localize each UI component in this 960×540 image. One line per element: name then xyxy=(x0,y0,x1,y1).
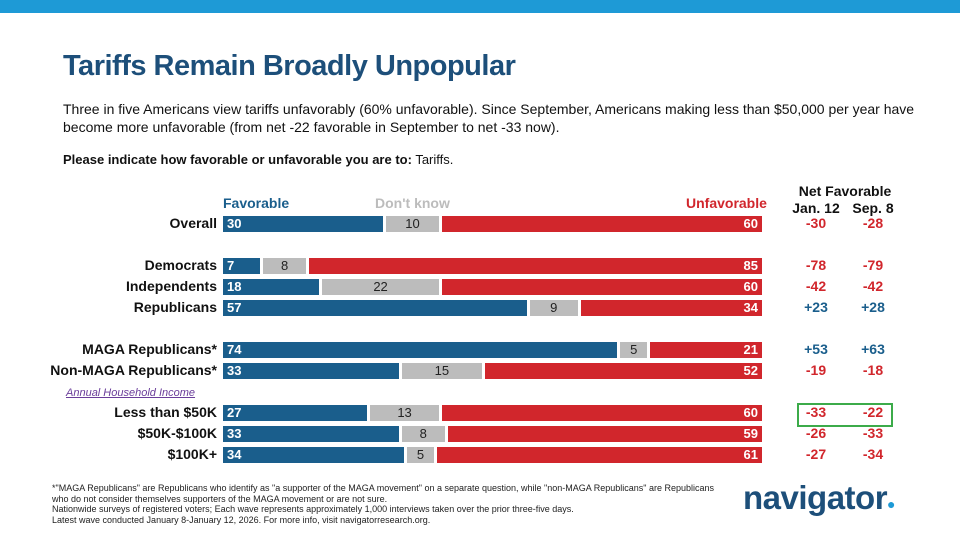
bar-favorable: 27 xyxy=(223,405,367,421)
net-sep: +28 xyxy=(861,299,885,315)
net-favorable-header: Net Favorable xyxy=(798,183,892,199)
stacked-bar: 33 8 59 xyxy=(223,426,762,442)
bar-favorable: 33 xyxy=(223,426,399,442)
net-sep: -34 xyxy=(862,446,884,462)
question-bold: Please indicate how favorable or unfavor… xyxy=(63,152,412,167)
bar-favorable: 7 xyxy=(223,258,261,274)
stacked-bar: 33 15 52 xyxy=(223,363,762,379)
bar-dont-know: 5 xyxy=(620,342,648,358)
bar-dont-know: 10 xyxy=(385,216,440,232)
net-jan: -42 xyxy=(805,278,827,294)
net-jan: -30 xyxy=(805,215,827,231)
bar-favorable: 18 xyxy=(223,279,319,295)
bar-dont-know: 8 xyxy=(401,426,445,442)
bar-unfavorable: 61 xyxy=(436,447,762,463)
chart-row: Democrats 7 8 85 -78 -79 xyxy=(0,257,960,274)
chart-row: Non-MAGA Republicans* 33 15 52 -19 -18 xyxy=(0,362,960,379)
bar-unfavorable: 60 xyxy=(442,216,762,232)
footnote: Nationwide surveys of registered voters;… xyxy=(52,504,574,514)
bar-unfavorable: 52 xyxy=(484,363,762,379)
bar-favorable: 30 xyxy=(223,216,383,232)
chart-row: $100K+ 34 5 61 -27 -34 xyxy=(0,446,960,463)
bar-unfavorable: 34 xyxy=(580,300,762,316)
bar-dont-know: 22 xyxy=(321,279,440,295)
bar-dont-know: 5 xyxy=(407,447,434,463)
row-label: $100K+ xyxy=(167,446,217,462)
row-label: MAGA Republicans* xyxy=(82,341,217,357)
legend-dont-know: Don't know xyxy=(375,195,450,211)
net-jan: -78 xyxy=(805,257,827,273)
chart-row: Independents 18 22 60 -42 -42 xyxy=(0,278,960,295)
net-jan: +23 xyxy=(804,299,828,315)
footnote: Latest wave conducted January 8-January … xyxy=(52,514,431,525)
chart-row: Overall 30 10 60 -30 -28 xyxy=(0,215,960,232)
chart-row: $50K-$100K 33 8 59 -26 -33 xyxy=(0,425,960,442)
page-title: Tariffs Remain Broadly Unpopular xyxy=(63,50,516,82)
net-sep: -33 xyxy=(862,425,884,441)
legend-favorable: Favorable xyxy=(223,195,290,211)
subtitle: Three in five Americans view tariffs unf… xyxy=(63,101,915,135)
stacked-bar: 34 5 61 xyxy=(223,447,762,463)
bar-unfavorable: 21 xyxy=(650,342,762,358)
net-sep: -18 xyxy=(862,362,884,378)
bar-dont-know: 15 xyxy=(401,363,482,379)
net-sep: -22 xyxy=(862,404,884,420)
bar-dont-know: 13 xyxy=(369,405,440,421)
footnote: *"MAGA Republicans" are Republicans who … xyxy=(52,483,715,504)
question-rest: Tariffs. xyxy=(411,152,454,167)
chart-row: Republicans 57 9 34 +23 +28 xyxy=(0,299,960,316)
bar-favorable: 57 xyxy=(223,300,527,316)
row-label: Less than $50K xyxy=(114,404,217,420)
highlight-box xyxy=(797,403,893,427)
bar-unfavorable: 85 xyxy=(308,258,762,274)
row-label: Independents xyxy=(125,278,217,294)
bar-favorable: 34 xyxy=(223,447,405,463)
net-col-sep: Sep. 8 xyxy=(852,200,894,216)
row-label: Overall xyxy=(169,215,217,231)
net-jan: -19 xyxy=(805,362,827,378)
row-label: Democrats xyxy=(144,257,217,273)
bar-dont-know: 8 xyxy=(263,258,306,274)
row-label: Republicans xyxy=(133,299,217,315)
bar-unfavorable: 60 xyxy=(442,405,762,421)
stacked-bar: 18 22 60 xyxy=(223,279,762,295)
footnotes: *"MAGA Republicans" are Republicans who … xyxy=(52,483,732,525)
net-jan: -26 xyxy=(805,425,827,441)
bar-dont-know: 9 xyxy=(529,300,578,316)
net-sep: -42 xyxy=(862,278,884,294)
top-band xyxy=(0,0,960,13)
chart-row: MAGA Republicans* 74 5 21 +53 +63 xyxy=(0,341,960,358)
question: Please indicate how favorable or unfavor… xyxy=(63,152,453,167)
net-sep: -79 xyxy=(862,257,884,273)
stacked-bar: 7 8 85 xyxy=(223,258,762,274)
net-col-jan: Jan. 12 xyxy=(792,200,840,216)
navigator-logo: navigator● xyxy=(743,479,896,516)
stacked-bar: 74 5 21 xyxy=(223,342,762,358)
stacked-bar: 27 13 60 xyxy=(223,405,762,421)
stacked-bar: 30 10 60 xyxy=(223,216,762,232)
net-jan: -33 xyxy=(805,404,827,420)
row-label: $50K-$100K xyxy=(137,425,217,441)
section-label-income: Annual Household Income xyxy=(66,387,196,399)
row-label: Non-MAGA Republicans* xyxy=(50,362,217,378)
bar-unfavorable: 59 xyxy=(447,426,762,442)
bar-favorable: 74 xyxy=(223,342,618,358)
legend-unfavorable: Unfavorable xyxy=(686,195,767,211)
net-jan: -27 xyxy=(805,446,827,462)
net-jan: +53 xyxy=(804,341,828,357)
bar-favorable: 33 xyxy=(223,363,399,379)
net-sep: -28 xyxy=(862,215,884,231)
chart-row: Less than $50K 27 13 60 -33 -22 xyxy=(0,404,960,421)
bar-unfavorable: 60 xyxy=(442,279,762,295)
stacked-bar: 57 9 34 xyxy=(223,300,762,316)
net-sep: +63 xyxy=(861,341,885,357)
